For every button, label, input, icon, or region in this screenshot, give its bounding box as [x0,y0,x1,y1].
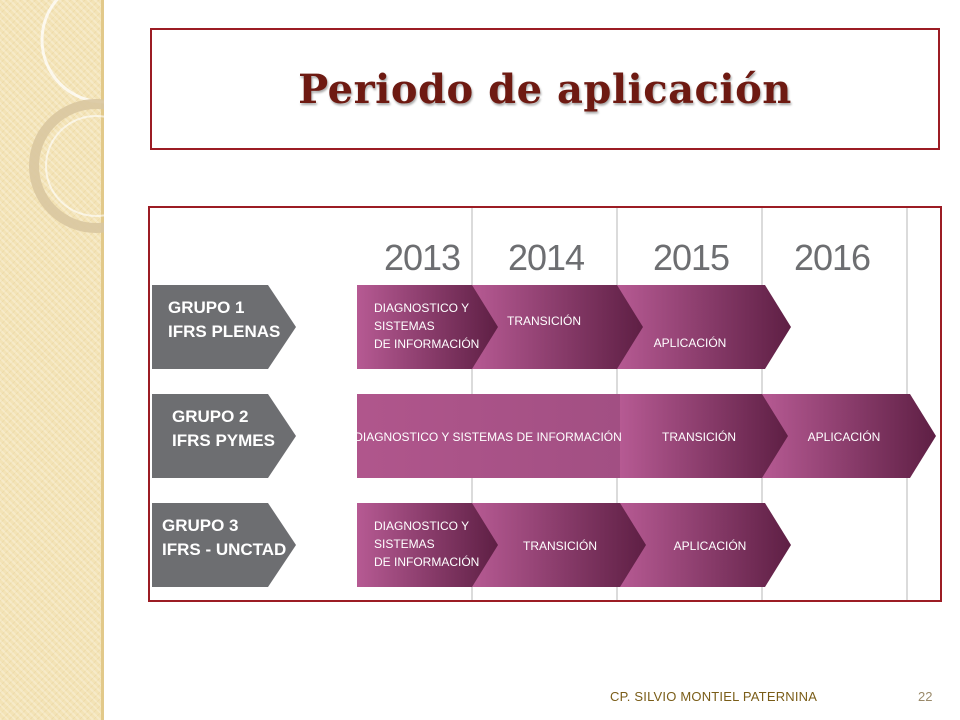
page-number: 22 [918,689,933,704]
phase-label-line: TRANSICIÓN [507,313,581,328]
phase-arrow [472,285,643,369]
group-label-line: GRUPO 3 [162,516,239,535]
group-label-box [152,503,296,587]
phase-arrow [357,394,620,478]
phase-arrow [357,285,498,369]
phase-label-line: DE INFORMACIÓN [374,554,479,569]
phase-label-line: TRANSICIÓN [662,429,736,444]
phase-arrow [472,503,646,587]
phase-arrow [620,394,788,478]
phase-label-line: APLICACIÓN [654,335,727,350]
group-label-line: IFRS PYMES [172,431,275,450]
phase-arrow [617,285,791,369]
phase-label-line: DE INFORMACIÓN [374,336,479,351]
year-label: 2016 [794,237,870,278]
group-label-line: GRUPO 2 [172,407,249,426]
group-label-box [152,285,296,369]
phase-arrow [620,503,791,587]
phase-label-line: APLICACIÓN [674,538,747,553]
group-label-box [152,394,296,478]
year-label: 2014 [508,237,584,278]
phase-label-line: TRANSICIÓN [523,538,597,553]
year-label: 2015 [653,237,729,278]
group-label-line: IFRS PLENAS [168,322,280,341]
footer-author: CP. SILVIO MONTIEL PATERNINA [610,689,818,704]
phase-label-line: DIAGNOSTICO Y [374,301,469,315]
timeline-svg: 2013 2014 2015 2016 GRUPO 1 IFRS PLENAS DIAGNO… [152,208,936,600]
slide-title: Periodo de aplicación [298,65,792,113]
sidebar-rings-decoration [29,0,104,233]
phase-label-line: SISTEMAS [374,537,435,551]
group-label-line: IFRS - UNCTAD [162,540,286,559]
year-label: 2013 [384,237,460,278]
group-label-line: GRUPO 1 [168,298,245,317]
phase-arrow [762,394,936,478]
phase-label-line: SISTEMAS [374,319,435,333]
phase-label-line: APLICACIÓN [808,429,881,444]
timeline-diagram: 2013 2014 2015 2016 GRUPO 1 IFRS PLENAS DIAGNO… [148,206,942,602]
phase-arrow [357,503,498,587]
phase-label-line: DIAGNOSTICO Y SISTEMAS DE INFORMACIÓN [354,429,622,444]
decorative-sidebar [0,0,104,720]
title-box: Periodo de aplicación [150,28,940,150]
phase-label-line: DIAGNOSTICO Y [374,519,469,533]
